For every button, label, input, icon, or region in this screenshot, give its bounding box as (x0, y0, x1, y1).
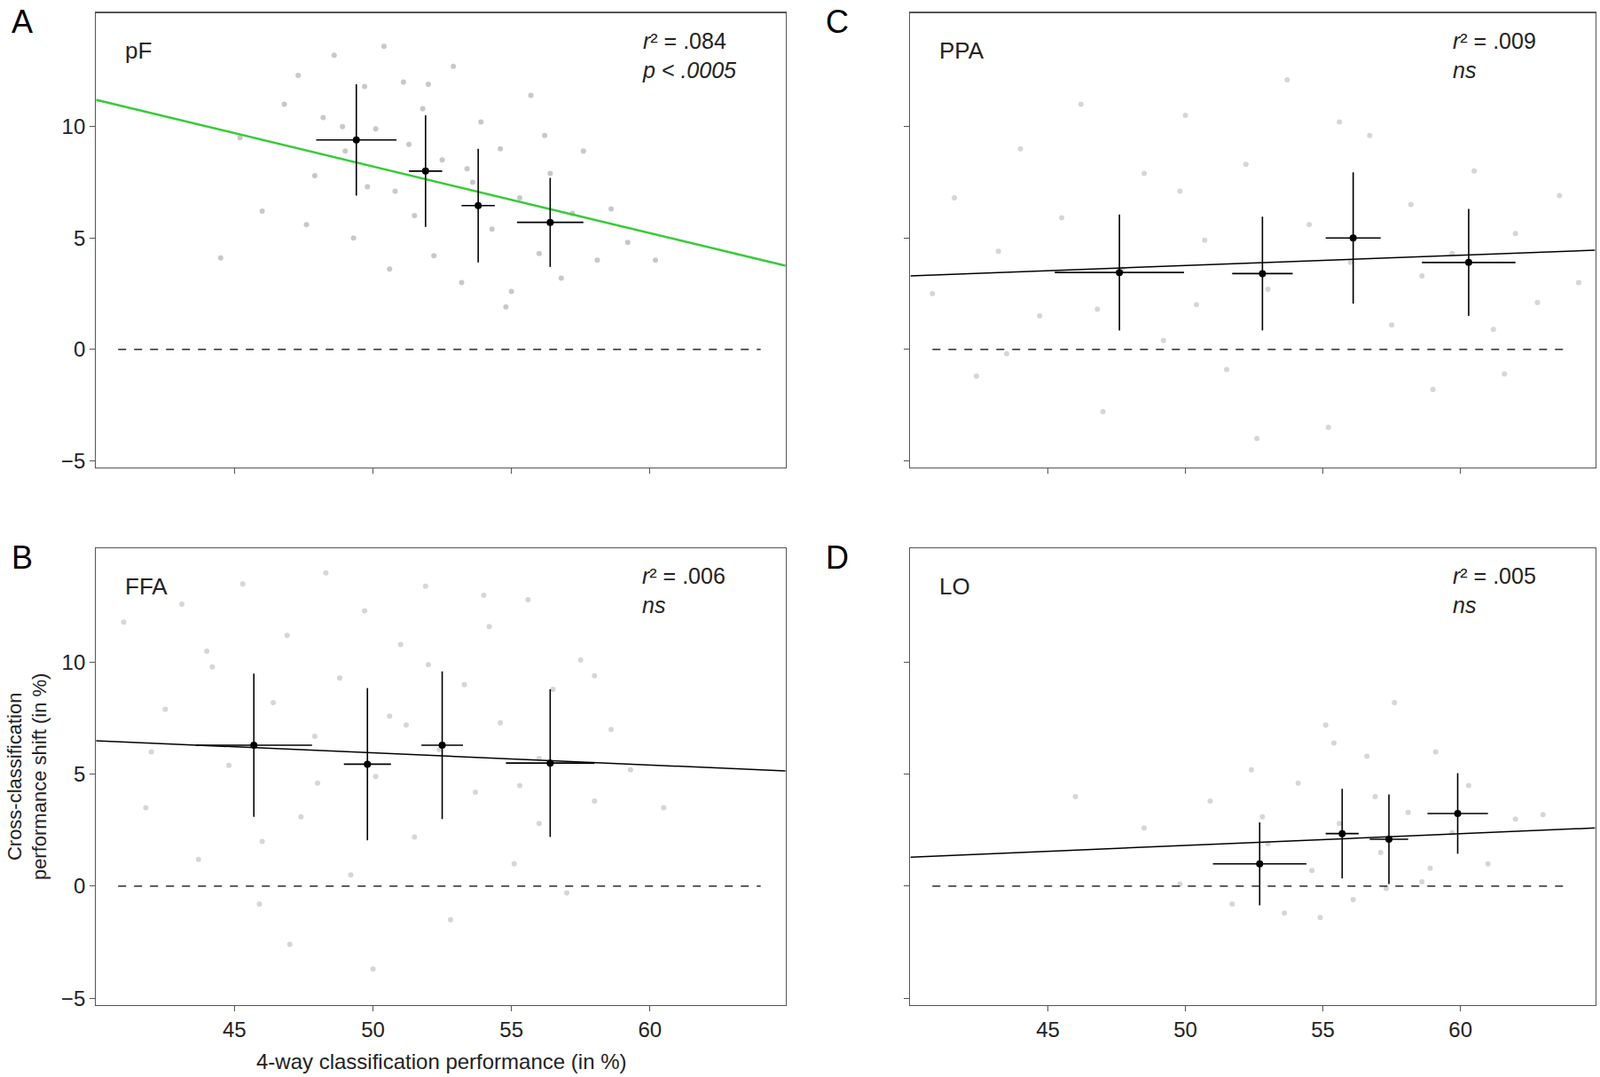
svg-text:50: 50 (1173, 1017, 1198, 1042)
svg-text:LO: LO (939, 572, 971, 600)
svg-text:B: B (11, 539, 33, 576)
svg-text:r² = .009ns: r² = .009ns (1452, 28, 1537, 83)
svg-text:pF: pF (125, 37, 152, 64)
svg-text:−5: −5 (61, 985, 86, 1010)
svg-text:0: 0 (73, 873, 86, 898)
svg-text:55: 55 (1310, 1017, 1335, 1042)
svg-text:60: 60 (637, 1017, 662, 1042)
svg-text:5: 5 (73, 761, 86, 786)
svg-text:60: 60 (1448, 1017, 1473, 1042)
svg-text:4-way classification performan: 4-way classification performance (in %) (256, 1049, 627, 1074)
svg-text:r² = .005ns: r² = .005ns (1452, 563, 1537, 618)
svg-text:r² = .084p < .0005: r² = .084p < .0005 (642, 28, 737, 83)
svg-text:10: 10 (62, 650, 87, 675)
svg-text:50: 50 (360, 1017, 385, 1042)
svg-text:5: 5 (73, 226, 86, 251)
svg-text:−5: −5 (61, 448, 86, 473)
svg-text:45: 45 (222, 1017, 247, 1042)
svg-text:r² = .006ns: r² = .006ns (642, 563, 726, 618)
svg-text:FFA: FFA (125, 572, 168, 600)
svg-text:55: 55 (499, 1017, 524, 1042)
svg-text:C: C (825, 3, 849, 40)
svg-text:0: 0 (73, 337, 86, 361)
svg-text:10: 10 (62, 114, 87, 139)
svg-text:45: 45 (1035, 1017, 1060, 1042)
svg-text:A: A (11, 3, 33, 40)
svg-text:PPA: PPA (939, 37, 985, 64)
svg-text:D: D (825, 539, 849, 576)
svg-text:Cross-classificationperformanc: Cross-classificationperformance shift (i… (3, 673, 52, 881)
